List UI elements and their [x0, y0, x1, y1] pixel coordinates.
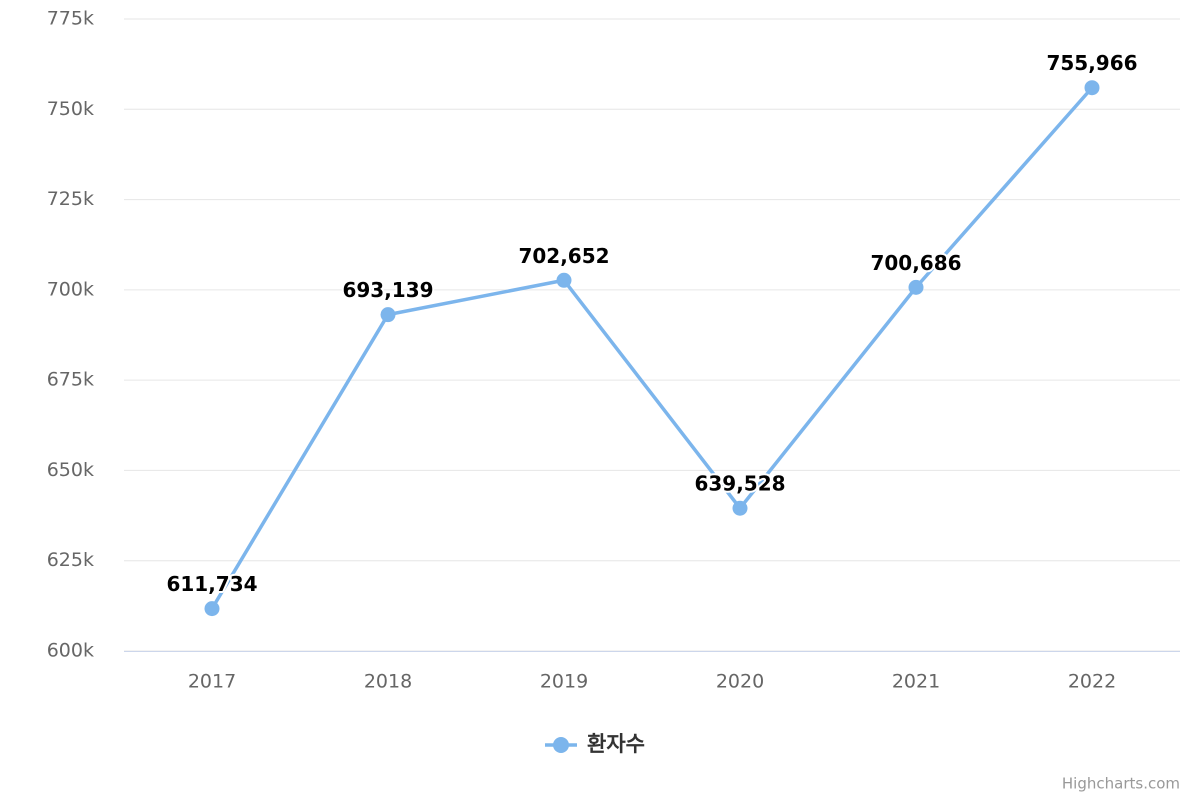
data-point[interactable] [732, 500, 748, 516]
legend-symbol [553, 737, 569, 753]
data-point[interactable] [556, 272, 572, 288]
data-point[interactable] [1084, 80, 1100, 96]
data-point[interactable] [380, 307, 396, 323]
y-tick-label: 700k [47, 278, 94, 300]
y-tick-label: 600k [47, 640, 94, 662]
y-tick-label: 775k [47, 8, 94, 30]
data-label: 611,734 [166, 572, 257, 596]
x-tick-label: 2017 [188, 671, 236, 693]
x-tick-label: 2018 [364, 671, 412, 693]
x-tick-label: 2020 [716, 671, 764, 693]
data-point[interactable] [908, 279, 924, 295]
y-tick-label: 725k [47, 188, 94, 210]
data-label: 700,686 [870, 251, 961, 275]
y-tick-label: 625k [47, 549, 94, 571]
y-tick-label: 750k [47, 98, 94, 120]
x-tick-label: 2021 [892, 671, 940, 693]
data-label: 693,139 [342, 278, 433, 302]
legend-label[interactable]: 환자수 [587, 732, 645, 756]
data-point[interactable] [204, 601, 220, 617]
data-label: 639,528 [694, 472, 785, 496]
x-tick-label: 2022 [1068, 671, 1116, 693]
x-tick-label: 2019 [540, 671, 588, 693]
series-line [210, 86, 1094, 610]
data-label: 755,966 [1046, 51, 1137, 75]
data-label: 702,652 [518, 244, 609, 268]
y-tick-label: 650k [47, 459, 94, 481]
credits[interactable]: Highcharts.com [1062, 775, 1180, 793]
y-tick-label: 675k [47, 369, 94, 391]
